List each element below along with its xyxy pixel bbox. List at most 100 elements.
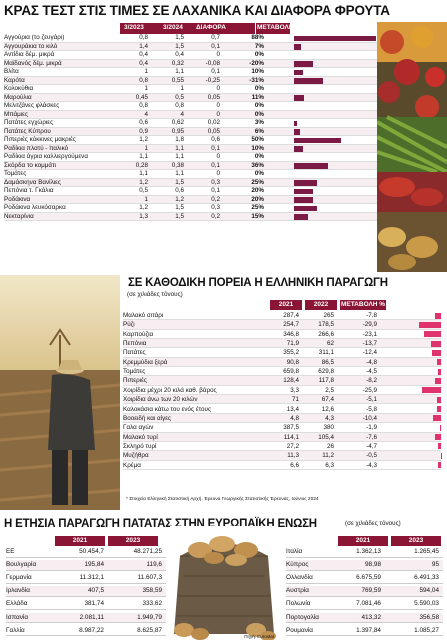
table-row: Γαλλία 8.987,22 8.625,87 [6,626,166,637]
item-name: Μαϊδανός δέμ. μικρά [4,59,62,67]
value-2021: 407,5 [88,587,104,595]
change-value: -13,7 [362,340,377,348]
price-2023: 1,1 [139,153,148,161]
change-bar [294,137,341,144]
price-2023: 4 [144,110,148,118]
price-change: 0% [254,102,264,110]
price-diff: 0,1 [211,187,220,195]
change-bar [436,406,441,412]
value-2023: 48.271,25 [133,548,162,555]
change-bar [294,214,308,220]
price-2023: 0,45 [135,93,148,101]
change-bar [294,78,323,84]
price-diff: 0,3 [211,204,220,212]
table-row: Πορτογαλία 413,32 356,58 [286,612,443,623]
value-2022: 86,5 [321,358,334,366]
price-2024: 0,38 [171,161,184,169]
price-change: 0% [254,51,264,59]
table-row: Μελιτζάνες φλάσκες 0,8 0,8 0 0% [4,102,378,111]
item-name: Ροδάκινα [4,195,31,203]
country-name: Ισπανία [6,613,29,621]
country-name: Ρουμανία [286,626,313,634]
change-bar [434,377,441,384]
table-row: Καλοκάσια κάτω του ενός έτους 13,4 12,6 -5,… [123,405,441,414]
item-name: Πατάτες εγχώριες [4,119,54,127]
item-name: Πιπεριές [123,377,147,385]
value-2022: 380 [323,424,334,432]
price-diff: 0,7 [211,34,220,41]
table-row: Κρέμα 6,6 6,3 -4,3 [123,461,441,470]
price-change: 0% [254,170,264,178]
price-2024: 1,1 [175,170,184,178]
table-row: Μαλακό σιτάρι 287,4 265 -7,8 [123,311,441,321]
item-name: Πεπόνια τ. Γκάλια [4,187,54,195]
price-2024: 1,5 [175,34,184,41]
value-2021: 287,4 [283,312,299,319]
price-2023: 1 [144,144,148,152]
price-diff: 0,1 [211,68,220,76]
item-name: Ραδίκια πλατύ - Ιταλικό [4,144,69,152]
value-2021: 71 [291,396,299,404]
price-change: 20% [251,195,264,203]
price-2023: 1,2 [139,178,148,186]
table-row: Πατάτες 355,2 311,1 -12,4 [123,348,441,358]
country-name: Γαλλία [6,626,25,634]
item-name: Αγγουράκια το κιλό [4,42,58,50]
photo-credit: Πηγή: Eurostat [244,634,274,639]
col-header-2021: 2021 [270,300,302,310]
change-bar [437,368,441,375]
section-title: ΚΡΑΣ ΤΕΣΤ ΣΤΙΣ ΤΙΜΕΣ ΣΕ ΛΑΧΑΝΙΚΑ ΚΑΙ ΔΙΑ… [4,3,390,18]
price-change: 10% [251,68,264,76]
change-value: -25,9 [362,386,377,394]
price-2024: 4 [180,110,184,118]
price-2023: 1,2 [139,204,148,212]
table-row: Πιπεριές 128,4 117,8 -8,2 [123,376,441,386]
price-2023: 1,2 [139,136,148,144]
price-diff: 0,05 [207,127,220,135]
table-row: Μπάμιες 4 4 0 0% [4,110,378,120]
country-name: Ιταλία [286,548,303,555]
value-2021: 3,3 [290,386,299,394]
value-2023: 594,04 [419,587,439,595]
price-change: 6% [254,127,264,135]
change-bar [294,205,318,212]
change-bar [294,163,328,169]
price-change: 0% [254,110,264,118]
item-name: Μαρούλια [4,93,32,101]
price-2024: 0,55 [171,76,184,84]
item-name: Πεπόνια [123,340,147,348]
value-2021: 6,6 [290,461,299,469]
item-name: Δαμάσκηνα Βανίλιες [4,178,61,186]
value-2021: 13,4 [286,405,299,413]
change-bar [424,331,441,338]
table-row: Ραδίκια άγρια καλλιεργούμενα 1,1 1,1 0 0% [4,153,378,162]
price-diff: 0 [216,110,220,118]
table-row: Ροδάκινα 1 1,2 0,2 20% [4,195,378,205]
value-2022: 2,5 [325,386,334,394]
country-name: Ελλάδα [6,600,28,608]
item-name: Ρύζι [123,321,135,329]
price-diff: 0,6 [211,136,220,144]
table-row: Σκληρό τυρί 27,2 26 -4,7 [123,442,441,452]
price-2024: 0,5 [175,93,184,101]
section-subtitle: (σε χιλιάδες τόνους) [345,520,401,527]
section-subtitle: (σε χιλιάδες τόνους) [127,291,183,298]
table-row: Καρπούζια 346,8 266,6 -23,1 [123,330,441,340]
change-value: -29,9 [362,321,377,329]
table-row: Αντίδια δέμ. μικρά 0,4 0,4 0 0% [4,51,378,60]
change-bar [421,387,441,394]
table-row: Μυζήθρα 11,3 11,2 -0,5 [123,451,441,461]
table-row: Αγγούρια (το ζευγάρι) 0,8 1,5 0,7 88% [4,34,378,43]
country-name: Πολωνία [286,600,311,608]
table-row: Σκόρδα το κομμάτι 0,28 0,38 0,1 36% [4,161,378,171]
vegetable-prices-section: ΚΡΑΣ ΤΕΣΤ ΣΤΙΣ ΤΙΜΕΣ ΣΕ ΛΑΧΑΝΙΚΑ ΚΑΙ ΔΙΑ… [0,0,447,272]
item-name: Χοιρίδια μέχρι 20 κιλά καθ. βάρος [123,386,217,394]
item-name: Αντίδια δέμ. μικρά [4,51,55,59]
price-2023: 0,8 [139,76,148,84]
price-2023: 1,3 [139,212,148,220]
change-bar [294,180,318,186]
value-2022: 629,8 [318,368,334,376]
table-header: 3/2023 3/2024 ΔΙΑΦΟΡΑ [120,23,255,34]
price-change: 11% [251,93,264,101]
price-2023: 0,4 [139,51,148,59]
